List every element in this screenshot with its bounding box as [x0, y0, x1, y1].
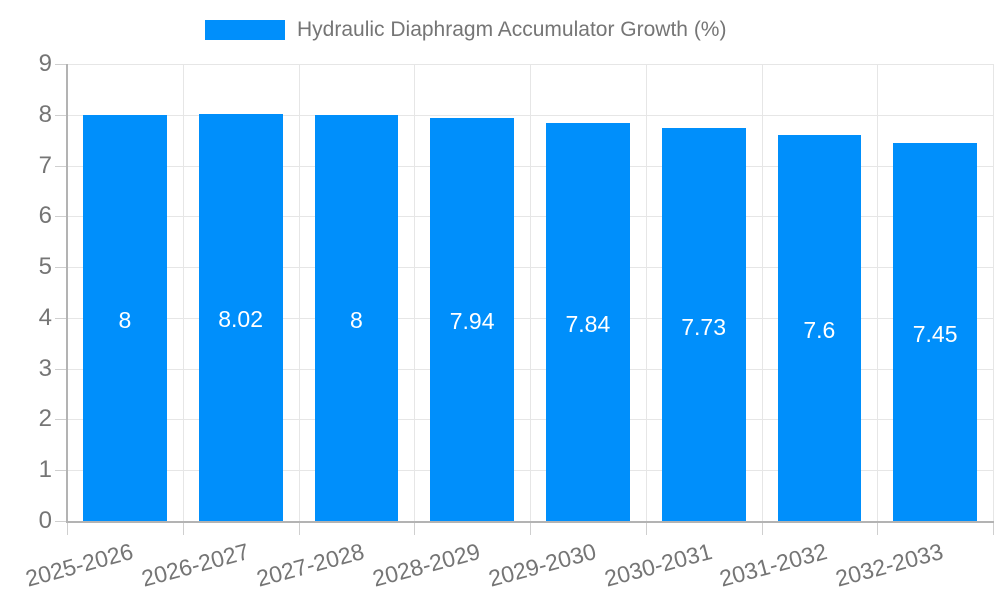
x-tick-label: 2030-2031 [601, 538, 715, 592]
y-tick-label: 3 [38, 354, 52, 382]
y-tick-mark [55, 368, 67, 370]
bar-value-label: 7.94 [449, 308, 495, 335]
y-tick-label: 4 [38, 303, 52, 331]
y-tick-mark [55, 64, 67, 65]
x-tick-mark [993, 521, 994, 535]
x-tick-label: 2029-2030 [485, 538, 599, 592]
x-tick-label: 2031-2032 [717, 538, 831, 592]
bar-value-label: 7.6 [803, 317, 836, 344]
bar-value-label: 8 [349, 306, 363, 333]
y-tick-label: 9 [38, 50, 52, 77]
bar [661, 128, 746, 521]
v-gridline [645, 64, 647, 521]
v-gridline [182, 64, 184, 521]
bar-value-label: 8.02 [218, 306, 263, 333]
y-tick-mark [55, 267, 67, 269]
y-tick-label: 8 [38, 100, 52, 128]
v-gridline [530, 64, 531, 521]
x-axis-line [66, 521, 994, 523]
y-tick-label: 6 [38, 202, 52, 230]
bar-value-label: 7.45 [912, 320, 958, 347]
x-tick-mark [414, 521, 416, 535]
x-tick-label: 2028-2029 [369, 538, 483, 592]
legend-label: Hydraulic Diaphragm Accumulator Growth (… [297, 18, 727, 41]
bar [777, 135, 862, 521]
x-tick-mark [67, 521, 68, 535]
y-tick-mark [55, 521, 67, 522]
v-gridline [761, 64, 763, 521]
y-tick-label: 5 [38, 253, 52, 281]
bar-value-label: 8 [118, 306, 132, 333]
y-tick-mark [55, 165, 67, 167]
legend-item[interactable]: Hydraulic Diaphragm Accumulator Growth (… [205, 18, 726, 42]
y-tick-mark [55, 216, 67, 218]
y-tick-mark [55, 419, 67, 421]
x-tick-label: 2025-2026 [22, 538, 136, 592]
y-tick-label: 0 [38, 507, 52, 534]
x-tick-mark [645, 521, 647, 535]
x-tick-mark [298, 521, 300, 535]
bar-value-label: 7.73 [681, 313, 726, 340]
bar [546, 122, 630, 521]
x-tick-mark [761, 521, 763, 535]
v-gridline [993, 64, 994, 521]
x-tick-label: 2027-2028 [254, 538, 368, 592]
v-gridline [414, 64, 416, 521]
bar [198, 113, 283, 521]
y-tick-label: 1 [38, 456, 52, 484]
bar [893, 142, 977, 521]
v-gridline [298, 64, 300, 521]
bar [83, 114, 167, 521]
x-tick-mark [182, 521, 184, 535]
legend-swatch [205, 20, 285, 40]
v-gridline [877, 64, 879, 521]
x-tick-label: 2032-2033 [832, 538, 946, 592]
y-axis-line [66, 64, 68, 523]
y-tick-mark [55, 114, 67, 116]
bar [430, 117, 514, 521]
y-tick-mark [55, 317, 67, 319]
y-tick-label: 7 [38, 151, 52, 179]
y-tick-mark [55, 470, 67, 472]
bar-value-label: 7.84 [565, 310, 611, 337]
x-tick-label: 2026-2027 [138, 538, 252, 592]
y-tick-label: 2 [38, 405, 52, 433]
x-tick-mark [530, 521, 531, 535]
x-tick-mark [877, 521, 879, 535]
bar [314, 114, 399, 521]
